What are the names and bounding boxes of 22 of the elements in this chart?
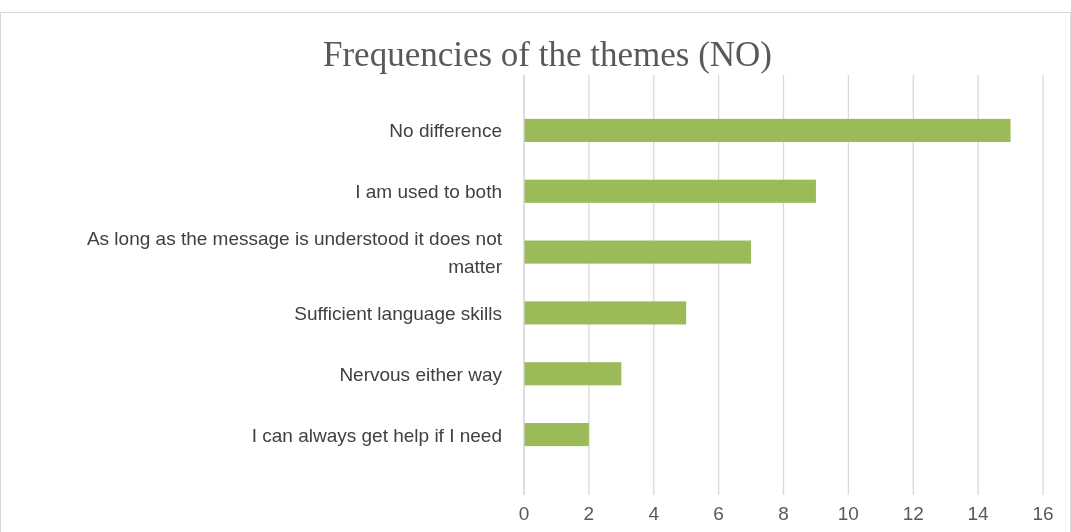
bar [524, 118, 1011, 142]
bar [524, 362, 622, 386]
x-tick-label: 4 [648, 503, 660, 524]
y-tick-label: As long as the message is understood it does not matter [86, 228, 503, 278]
bar [524, 240, 752, 264]
y-tick-label: I am used to both [355, 181, 502, 203]
y-tick-label: Sufficient language skills [294, 302, 502, 324]
x-tick-label: 8 [778, 503, 789, 524]
y-tick-label: No difference [389, 120, 502, 142]
chart-title: Frequencies of the themes (NO) [322, 35, 773, 74]
x-tick-label: 10 [837, 503, 859, 524]
bar [524, 179, 816, 203]
bar [524, 423, 589, 447]
x-tick-label: 12 [902, 503, 924, 524]
y-tick-label: I can always get help if I need [251, 424, 502, 446]
x-tick-label: 16 [1032, 503, 1054, 524]
x-tick-label: 6 [713, 503, 724, 524]
y-tick-label: Nervous either way [339, 363, 503, 385]
x-tick-label: 2 [583, 503, 595, 524]
x-tick-label: 14 [967, 503, 990, 524]
x-tick-label: 0 [518, 503, 530, 524]
bar [524, 301, 687, 325]
